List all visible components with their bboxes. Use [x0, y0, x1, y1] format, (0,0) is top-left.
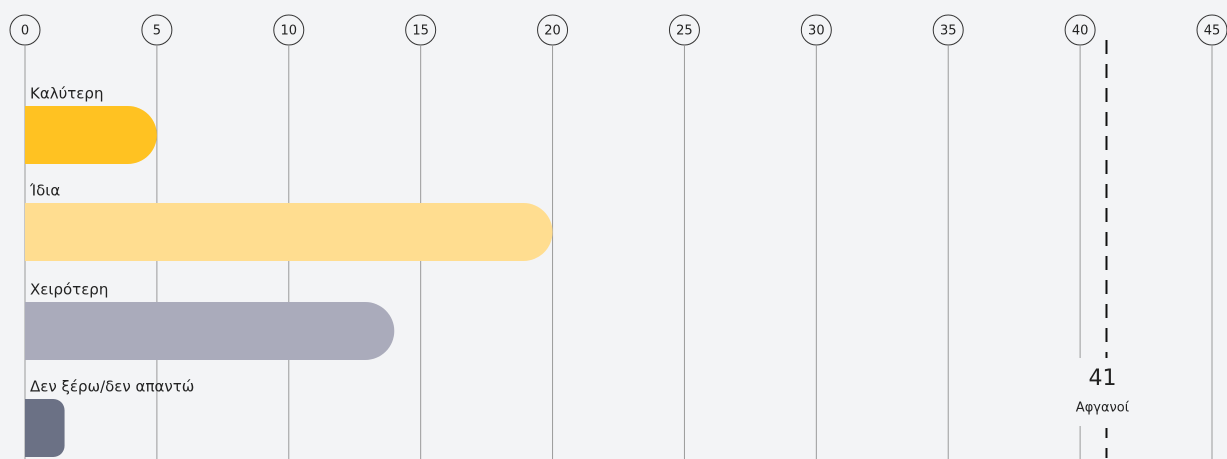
tick-circle — [800, 14, 832, 46]
x-tick-label: 5 — [153, 24, 161, 39]
tick-circle — [9, 14, 41, 46]
tick-circle — [405, 14, 437, 46]
bar — [25, 399, 65, 457]
tick-circle — [141, 14, 173, 46]
category-label: Ίδια — [29, 182, 60, 200]
reference-label-bg — [1066, 358, 1147, 426]
category-label: Χειρότερη — [30, 281, 108, 299]
x-tick-label: 15 — [412, 24, 429, 39]
x-tick-label: 0 — [21, 24, 29, 39]
bar — [25, 302, 395, 360]
tick-circle — [668, 14, 700, 46]
tick-circle — [537, 14, 569, 46]
x-tick-label: 25 — [676, 24, 693, 39]
category-label: Καλύτερη — [30, 85, 103, 103]
reference-value: 41 — [1088, 366, 1116, 391]
reference-label: Αφγανοί — [1076, 401, 1130, 416]
x-tick-label: 35 — [940, 24, 957, 39]
bar — [25, 106, 157, 164]
bar — [25, 203, 553, 261]
tick-circle — [932, 14, 964, 46]
tick-circle — [1196, 14, 1227, 46]
tick-circle — [273, 14, 305, 46]
x-tick-label: 40 — [1072, 24, 1089, 39]
x-tick-label: 45 — [1204, 24, 1221, 39]
x-tick-label: 30 — [808, 24, 825, 39]
category-label: Δεν ξέρω/δεν απαντώ — [30, 378, 194, 396]
x-tick-label: 10 — [281, 24, 298, 39]
tick-circle — [1064, 14, 1096, 46]
x-tick-label: 20 — [544, 24, 561, 39]
